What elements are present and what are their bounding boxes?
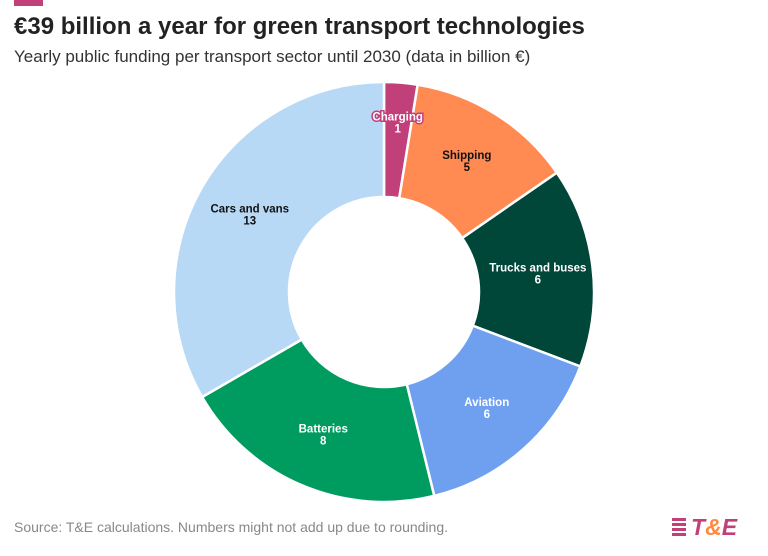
chart-subtitle: Yearly public funding per transport sect…: [14, 47, 531, 66]
logo-bars-icon: [672, 518, 686, 536]
slice-value: 8: [320, 436, 327, 448]
slice-label: Charging: [372, 112, 422, 124]
slice-value: 13: [243, 216, 256, 228]
slice-label: Trucks and buses: [489, 262, 586, 274]
te-logo: T&E: [672, 514, 737, 541]
slice-value: 6: [535, 274, 541, 286]
accent-bar: [14, 0, 43, 6]
slice-cars-and-vans: [172, 80, 386, 399]
slice-trucks-and-buses: [460, 170, 596, 369]
chart-title: €39 billion a year for green transport t…: [14, 13, 585, 40]
slice-aviation: [405, 324, 582, 498]
source-note: Source: T&E calculations. Numbers might …: [14, 519, 448, 535]
slice-value: 6: [484, 409, 490, 421]
slice-batteries: [200, 337, 436, 504]
slice-label: Batteries: [299, 424, 348, 436]
slice-value: 5: [464, 162, 471, 174]
slice-label: Aviation: [464, 397, 509, 409]
slice-label: Cars and vans: [210, 204, 289, 216]
slice-label: Shipping: [442, 150, 491, 162]
slice-value: 1: [394, 124, 401, 136]
